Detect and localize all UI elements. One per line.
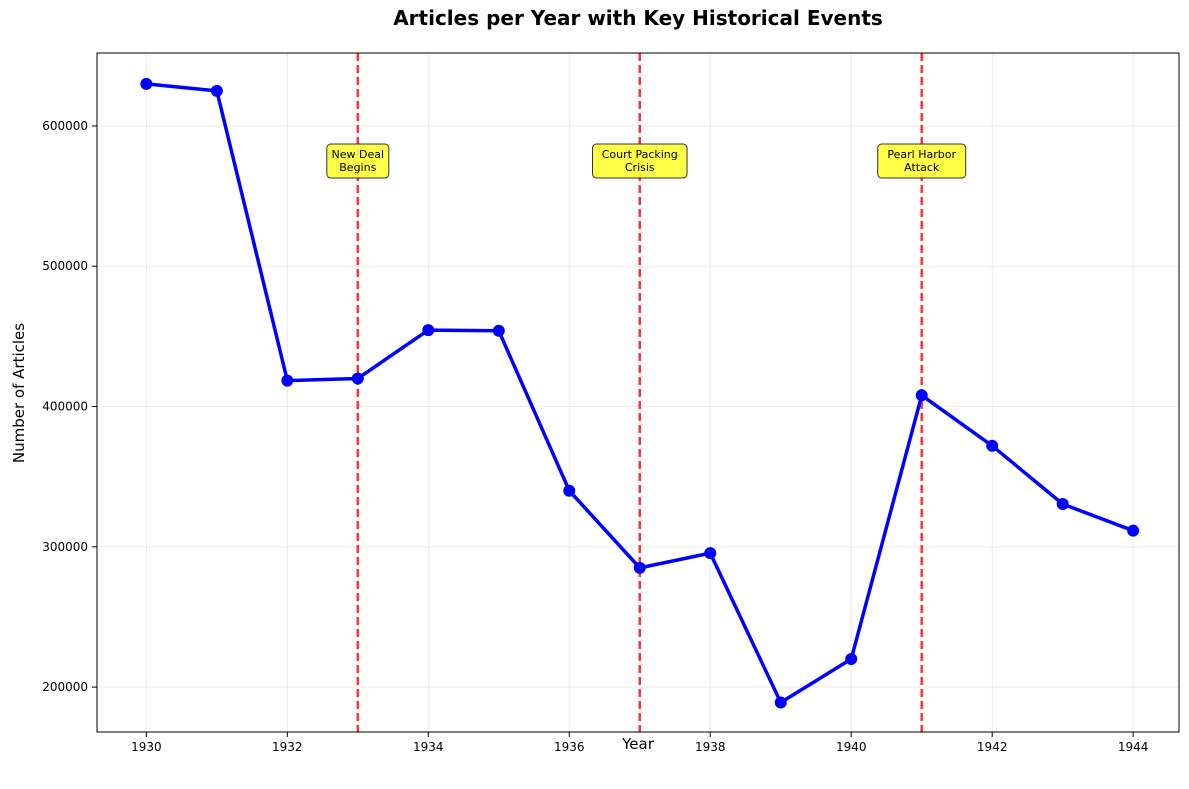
y-tick-label: 200000 (42, 680, 88, 694)
y-tick-label: 500000 (42, 259, 88, 273)
chart-title: Articles per Year with Key Historical Ev… (393, 6, 883, 30)
y-tick-label: 600000 (42, 119, 88, 133)
annotation-text: Pearl Harbor (887, 148, 956, 161)
data-point (210, 84, 223, 97)
data-point (140, 77, 153, 90)
data-point (845, 653, 858, 666)
data-point (704, 547, 717, 560)
y-axis-label: Number of Articles (10, 323, 28, 463)
data-point (351, 372, 364, 385)
x-axis-label: Year (621, 735, 655, 753)
x-tick-label: 1938 (695, 740, 726, 754)
x-tick-label: 1934 (413, 740, 444, 754)
data-point (986, 439, 999, 452)
annotation-text: Crisis (625, 161, 655, 174)
annotation-text: Begins (339, 161, 376, 174)
annotation-box (592, 143, 688, 179)
x-tick-label: 1942 (977, 740, 1008, 754)
data-point (281, 374, 294, 387)
x-tick-label: 1944 (1118, 740, 1149, 754)
y-tick-label: 400000 (42, 400, 88, 414)
annotation-box (326, 143, 390, 179)
annotation-box (877, 143, 967, 179)
y-tick-label: 300000 (42, 540, 88, 554)
data-point (1127, 524, 1140, 537)
x-tick-label: 1930 (131, 740, 162, 754)
data-point (422, 324, 435, 337)
x-tick-label: 1940 (836, 740, 867, 754)
data-point (563, 484, 576, 497)
data-point (774, 696, 787, 709)
data-point (492, 324, 505, 337)
x-tick-label: 1936 (554, 740, 585, 754)
data-point (1056, 498, 1069, 511)
annotation-text: New Deal (332, 148, 385, 161)
axes-frame (96, 52, 1180, 733)
data-point (633, 561, 646, 574)
annotation-text: Attack (904, 161, 940, 174)
data-point (915, 389, 928, 402)
x-tick-label: 1932 (272, 740, 303, 754)
annotation-text: Court Packing (602, 148, 678, 161)
